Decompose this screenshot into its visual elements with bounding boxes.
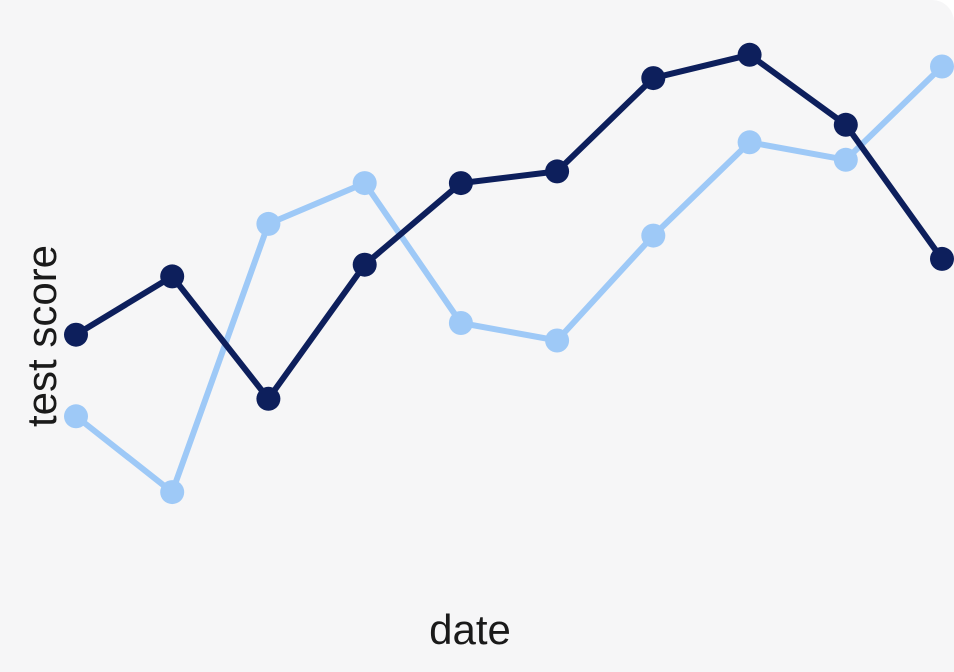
series-2-point-2: [160, 480, 185, 505]
series-1-point-2: [160, 264, 185, 289]
series-2-point-9: [833, 147, 858, 172]
series-2-point-1: [64, 404, 88, 429]
series-2-line: [73, 63, 945, 496]
series-1-point-6: [545, 159, 570, 184]
series-1-point-8: [737, 42, 762, 67]
series-1-point-5: [448, 171, 473, 196]
y-axis-label: test score: [18, 245, 65, 427]
series-2-point-5: [448, 311, 473, 335]
series-1-point-7: [641, 66, 666, 91]
series-2-point-3: [256, 211, 281, 236]
series-1-point-4: [352, 252, 377, 277]
series-2-point-4: [352, 171, 377, 196]
series-1-line: [73, 51, 945, 402]
series-2-point-8: [737, 130, 762, 155]
series-2: [64, 54, 954, 505]
series-1-point-3: [256, 386, 281, 411]
series-2-point-6: [545, 328, 570, 353]
series-1-point-10: [930, 246, 954, 271]
series-1-point-1: [64, 322, 88, 347]
x-axis-label: date: [429, 606, 511, 653]
series-layer: [64, 42, 954, 505]
series-2-point-10: [930, 54, 954, 79]
series-2-point-7: [641, 223, 666, 248]
series-1-point-9: [833, 112, 858, 137]
series-1: [64, 42, 954, 411]
